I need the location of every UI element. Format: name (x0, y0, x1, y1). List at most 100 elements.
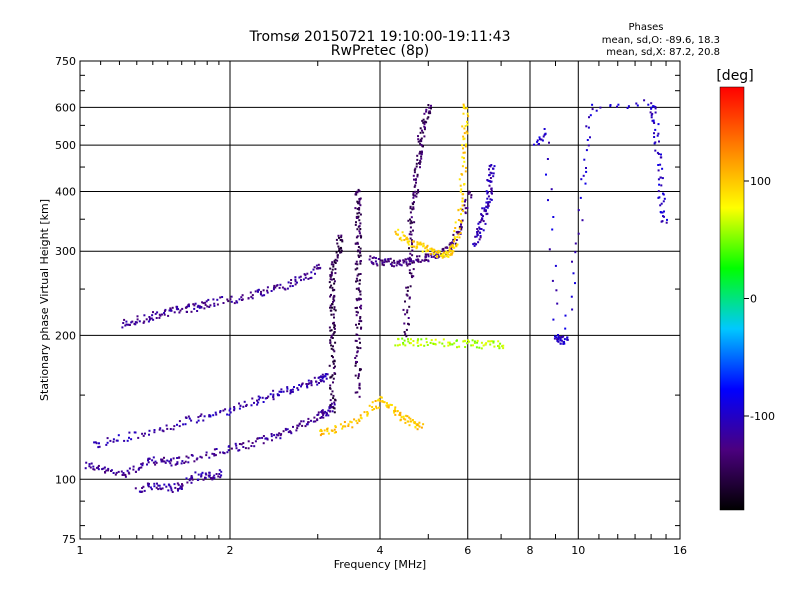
data-point (413, 178, 415, 181)
data-point (589, 136, 591, 139)
data-point (660, 202, 663, 205)
data-point (275, 433, 278, 436)
data-point (201, 301, 204, 304)
data-point (245, 403, 248, 406)
data-point (329, 275, 332, 277)
data-point (418, 255, 421, 258)
data-point (188, 479, 191, 482)
data-point (373, 256, 375, 259)
data-point (214, 454, 217, 457)
data-point (336, 242, 339, 245)
data-point (329, 342, 332, 344)
data-point (430, 339, 433, 342)
data-point (278, 394, 280, 397)
scatter-points (84, 99, 668, 493)
data-point (400, 264, 403, 267)
data-point (336, 256, 339, 259)
data-point (461, 208, 464, 211)
data-point (355, 340, 358, 342)
data-point (316, 418, 319, 421)
data-point (333, 261, 336, 263)
data-point (389, 403, 392, 406)
data-point (449, 343, 452, 345)
data-point (435, 251, 438, 253)
data-point (173, 311, 176, 314)
data-point (416, 255, 418, 258)
data-point (326, 412, 328, 415)
data-point (147, 459, 149, 462)
data-point (272, 288, 275, 291)
data-point (184, 460, 187, 463)
data-point (176, 305, 179, 308)
data-point (203, 307, 206, 310)
data-point (650, 114, 653, 117)
data-point (407, 322, 409, 325)
data-point (430, 256, 433, 258)
data-point (402, 342, 405, 344)
data-point (329, 387, 332, 390)
data-point (331, 410, 334, 413)
data-point (492, 167, 494, 170)
data-point (286, 390, 289, 393)
data-point (330, 329, 333, 332)
data-point (322, 412, 325, 415)
data-point (409, 230, 412, 233)
data-point (654, 149, 657, 152)
data-point (462, 157, 465, 160)
data-point (332, 366, 335, 369)
data-point (185, 455, 188, 458)
data-point (106, 437, 109, 440)
data-point (464, 211, 467, 214)
data-point (204, 303, 207, 306)
data-point (310, 276, 313, 279)
data-point (156, 311, 159, 314)
data-point (447, 344, 450, 347)
data-point (410, 233, 413, 236)
data-point (458, 227, 461, 230)
data-point (358, 369, 361, 372)
data-point (306, 386, 309, 389)
data-point (415, 178, 417, 181)
data-point (148, 429, 151, 432)
data-point (257, 288, 260, 291)
data-point (409, 252, 412, 255)
data-point (441, 253, 444, 256)
data-point (296, 281, 298, 284)
data-point (502, 344, 505, 347)
data-point (457, 209, 460, 212)
data-point (143, 489, 146, 492)
data-point (126, 469, 129, 472)
data-point (415, 165, 418, 168)
data-point (429, 341, 432, 344)
data-point (142, 485, 145, 488)
data-point (408, 256, 411, 259)
data-point (411, 249, 414, 252)
data-point (409, 226, 412, 229)
data-point (360, 320, 363, 323)
data-point (542, 135, 545, 138)
data-point (461, 173, 464, 176)
data-point (410, 245, 413, 248)
data-point (181, 307, 184, 310)
data-point (158, 484, 161, 487)
data-point (460, 188, 463, 191)
data-point (442, 254, 445, 257)
data-point (273, 434, 276, 437)
data-point (313, 416, 316, 419)
data-point (394, 344, 397, 347)
data-point (394, 406, 397, 409)
data-point (239, 404, 242, 407)
data-point (489, 340, 491, 343)
data-point (430, 107, 432, 110)
data-point (148, 457, 151, 460)
data-point (334, 365, 336, 368)
data-point (170, 309, 172, 312)
data-point (204, 476, 206, 479)
data-point (358, 382, 361, 385)
data-point (124, 324, 127, 327)
data-point (409, 338, 412, 341)
data-point (658, 183, 661, 186)
data-point (471, 339, 474, 342)
data-point (143, 320, 146, 323)
